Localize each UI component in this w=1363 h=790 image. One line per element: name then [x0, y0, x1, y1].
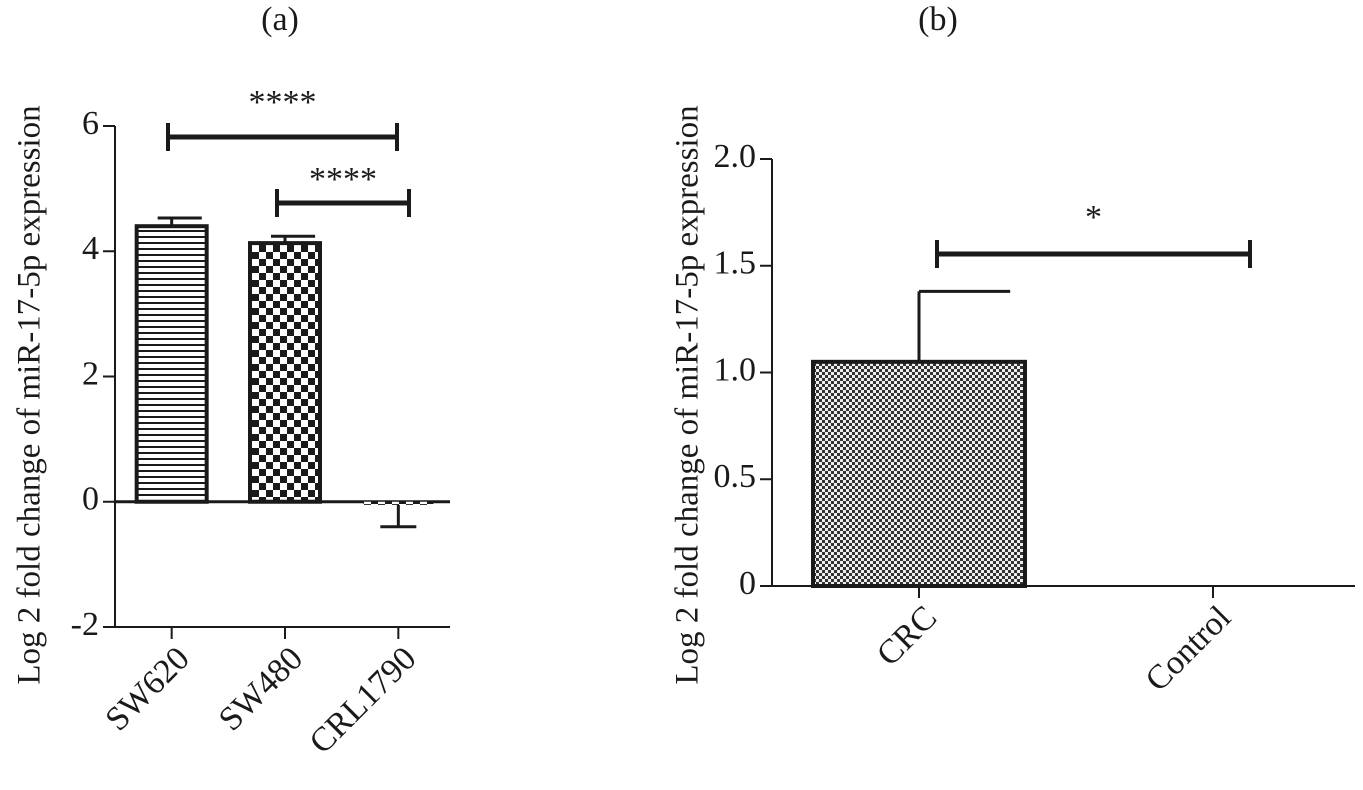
y-tick-label: 2 — [82, 355, 99, 392]
bar — [134, 224, 209, 504]
x-tick-label: SW620 — [99, 640, 197, 738]
x-tick-label: CRL1790 — [302, 640, 423, 761]
y-tick-label: 0 — [739, 565, 756, 602]
x-tick-label: CRC — [870, 599, 944, 673]
panel-title: (b) — [918, 1, 958, 38]
y-axis-label: Log 2 fold change of miR-17-5p expressio… — [670, 105, 706, 684]
y-axis-label: Log 2 fold change of miR-17-5p expressio… — [12, 105, 48, 684]
x-tick-label: SW480 — [212, 640, 310, 738]
significance-label: **** — [309, 161, 377, 198]
y-tick-label: 1.5 — [714, 245, 757, 282]
y-tick-label: 2.0 — [714, 138, 757, 175]
bar — [363, 501, 434, 505]
bar — [811, 359, 1027, 589]
bar — [248, 241, 322, 504]
y-tick-label: 1.0 — [714, 351, 757, 388]
panel-title: (a) — [261, 1, 299, 38]
significance-label: **** — [249, 84, 317, 121]
x-tick-label: Control — [1139, 599, 1239, 699]
y-tick-label: 6 — [82, 105, 99, 142]
y-tick-label: 0.5 — [714, 458, 757, 495]
y-tick-label: 4 — [82, 230, 99, 267]
significance-label: * — [1085, 199, 1102, 236]
y-tick-label: -2 — [71, 606, 99, 643]
y-tick-label: 0 — [82, 481, 99, 518]
